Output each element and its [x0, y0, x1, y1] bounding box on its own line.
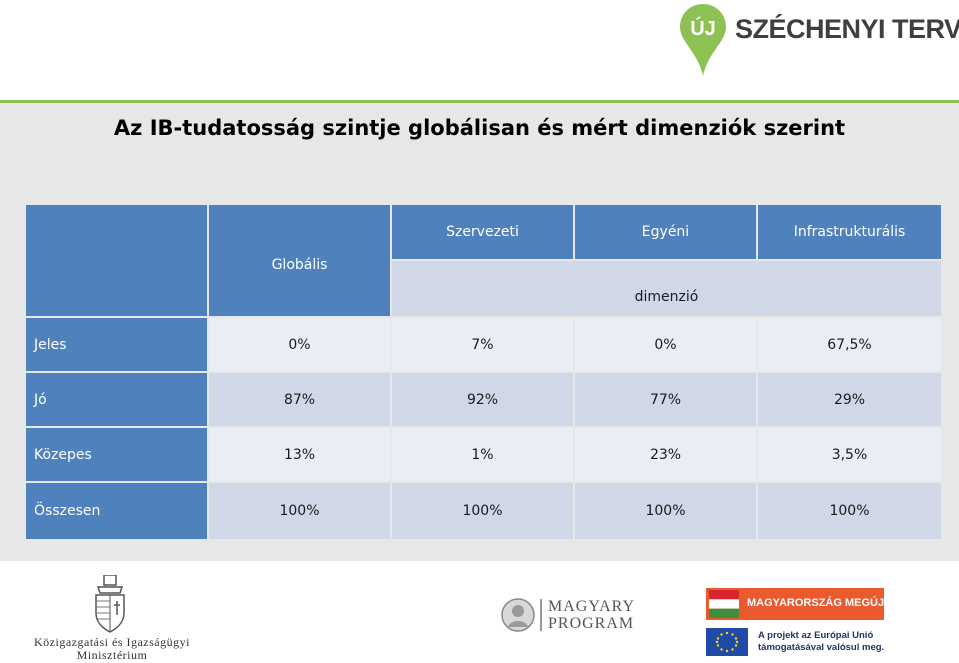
magyary-program-logo-text: MAGYARY PROGRAM	[548, 598, 635, 632]
row-label-jo: Jó	[26, 373, 207, 426]
header-dimenzio-group: dimenzió	[392, 261, 941, 316]
results-table: Globális Szervezeti Egyéni Infrastruktur…	[26, 205, 941, 539]
cell-kozepes-globalis: 13%	[209, 428, 390, 481]
cell-kozepes-szervezeti: 1%	[392, 428, 573, 481]
magyarorszag-megujul-text: MAGYARORSZÁG MEGÚJUL	[747, 597, 899, 609]
cell-osszesen-szervezeti: 100%	[392, 483, 573, 539]
magyary-line2: PROGRAM	[548, 615, 635, 632]
ministry-name-line1: Közigazgatási és Igazságügyi	[34, 635, 190, 649]
row-label-osszesen: Összesen	[26, 483, 207, 539]
cell-jeles-globalis: 0%	[209, 318, 390, 371]
page-title: Az IB-tudatosság szintje globálisan és m…	[113, 116, 846, 140]
eu-support-line2: támogatásával valósul meg.	[758, 642, 885, 653]
ministry-name: Közigazgatási és Igazságügyi Minisztériu…	[22, 636, 202, 662]
ministry-name-line2: Minisztérium	[76, 648, 148, 662]
eu-flag-icon	[706, 628, 748, 656]
header-infrastrukturalis: Infrastrukturális	[758, 205, 941, 259]
hungarian-coat-of-arms-icon	[95, 575, 125, 633]
cell-kozepes-infrastrukturalis: 3,5%	[758, 428, 941, 481]
magyary-separator	[540, 599, 542, 631]
eu-support-line1: A projekt az Európai Unió	[758, 630, 874, 641]
svg-text:ÚJ: ÚJ	[690, 16, 716, 40]
cell-osszesen-egyeni: 100%	[575, 483, 756, 539]
uj-szechenyi-logo-icon: ÚJ	[680, 4, 726, 76]
cell-osszesen-infrastrukturalis: 100%	[758, 483, 941, 539]
cell-kozepes-egyeni: 23%	[575, 428, 756, 481]
magyary-portrait-icon	[501, 598, 535, 632]
cell-jo-szervezeti: 92%	[392, 373, 573, 426]
header-divider	[0, 100, 959, 103]
cell-osszesen-globalis: 100%	[209, 483, 390, 539]
header-egyeni: Egyéni	[575, 205, 756, 259]
cell-jeles-egyeni: 0%	[575, 318, 756, 371]
hungarian-flag-icon	[709, 590, 739, 618]
magyary-line1: MAGYARY	[548, 598, 636, 615]
szechenyi-terv-logo-text: SZÉCHENYI TERV	[735, 14, 959, 44]
cell-jeles-infrastrukturalis: 67,5%	[758, 318, 941, 371]
table-corner-cell	[26, 205, 207, 316]
row-label-jeles: Jeles	[26, 318, 207, 371]
eu-support-text: A projekt az Európai Unió támogatásával …	[758, 630, 884, 654]
header-globalis: Globális	[209, 205, 390, 316]
row-label-kozepes: Közepes	[26, 428, 207, 481]
cell-jeles-szervezeti: 7%	[392, 318, 573, 371]
header-bar	[0, 0, 959, 101]
header-szervezeti: Szervezeti	[392, 205, 573, 259]
cell-jo-infrastrukturalis: 29%	[758, 373, 941, 426]
cell-jo-egyeni: 77%	[575, 373, 756, 426]
cell-jo-globalis: 87%	[209, 373, 390, 426]
